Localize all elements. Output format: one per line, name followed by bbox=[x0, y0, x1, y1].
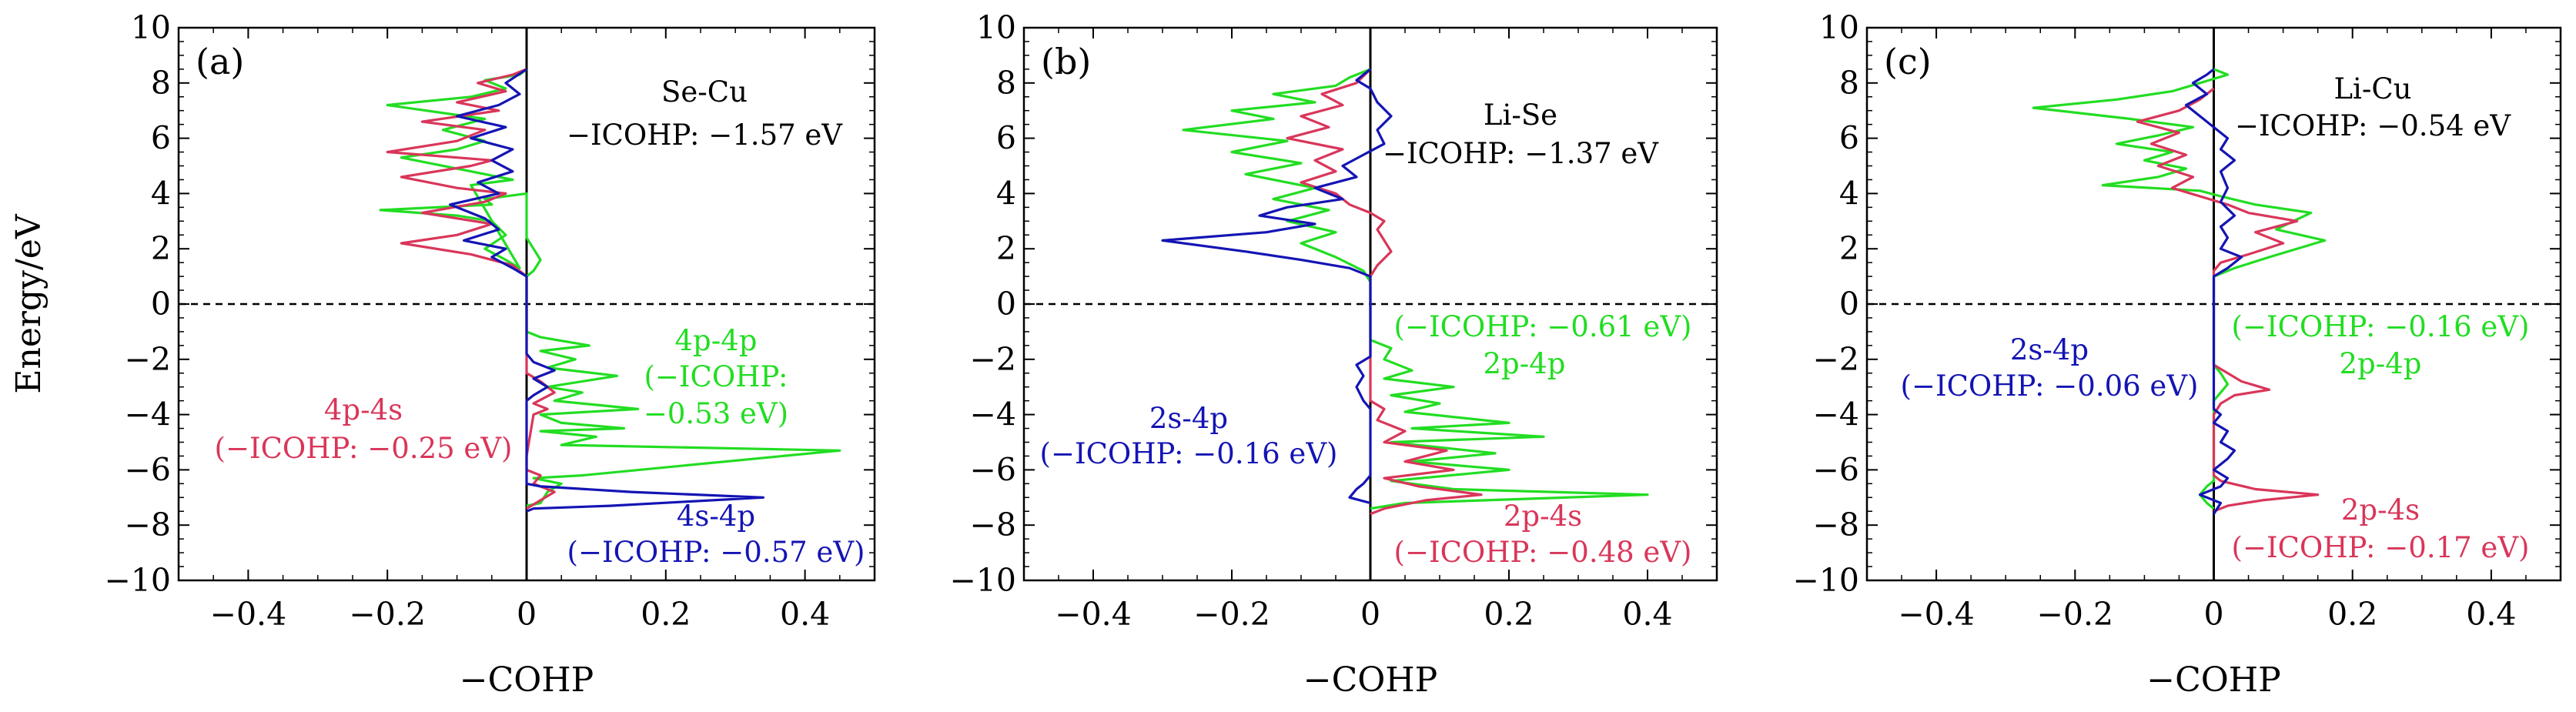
panel-a-label: (a) bbox=[196, 41, 244, 82]
panel-a-annotation: (−ICOHP: bbox=[644, 360, 788, 393]
panel-b-ytick-label: −8 bbox=[970, 506, 1016, 543]
panel-b-annotation: (−ICOHP: −0.48 eV) bbox=[1394, 536, 1692, 569]
panel-c-annotation: 2p-4p bbox=[2340, 347, 2422, 380]
panel-b-annotation: (−ICOHP: −0.61 eV) bbox=[1394, 310, 1692, 343]
panel-c-ytick-label: −2 bbox=[1813, 341, 1859, 378]
panel-a-annotation: (−ICOHP: −0.25 eV) bbox=[215, 432, 513, 465]
panel-a-ytick-label: 8 bbox=[151, 65, 171, 102]
panel-a-xlabel: −COHP bbox=[460, 660, 594, 700]
panel-b-xtick-label: 0.2 bbox=[1484, 596, 1534, 633]
panel-a-ytick-label: 10 bbox=[131, 9, 171, 46]
panel-c-annotation: 2s-4p bbox=[2010, 333, 2089, 366]
panel-b-ytick-label: −4 bbox=[970, 396, 1016, 433]
panel-c-xtick-label: 0.4 bbox=[2466, 596, 2516, 633]
panel-a-ytick-label: 4 bbox=[151, 175, 171, 212]
panel-b-ytick-label: −6 bbox=[970, 451, 1016, 488]
panel-c-xtick-label: 0 bbox=[2203, 596, 2223, 633]
panel-a-ytick-label: −8 bbox=[125, 506, 171, 543]
panel-c-xtick-label: −0.4 bbox=[1898, 596, 1975, 633]
panel-c-series-2p-4s bbox=[2136, 87, 2320, 513]
panel-c-xtick-label: 0.2 bbox=[2327, 596, 2377, 633]
panel-b-ytick-label: 10 bbox=[976, 9, 1016, 46]
panel-a-xtick-label: −0.4 bbox=[210, 596, 287, 633]
panel-b-ytick-label: 8 bbox=[996, 65, 1016, 102]
panel-c-series-2s-4p bbox=[2184, 68, 2243, 515]
panel-b-ytick-label: −2 bbox=[970, 341, 1016, 378]
panel-b-ytick-label: 4 bbox=[996, 175, 1016, 212]
panel-b-series-2s-4p bbox=[1161, 68, 1393, 505]
panel-c-annotation: (−ICOHP: −0.17 eV) bbox=[2232, 531, 2530, 564]
panel-c-ytick-label: 10 bbox=[1819, 9, 1859, 46]
panel-c-ytick-label: −10 bbox=[1792, 562, 1859, 599]
panel-a-xtick-label: 0.4 bbox=[780, 596, 830, 633]
panel-c-xlabel: −COHP bbox=[2146, 660, 2281, 700]
panel-c-ytick-label: 6 bbox=[1839, 120, 1859, 157]
panel-a-annotation: 4p-4s bbox=[324, 393, 403, 426]
panel-a-annotation: −ICOHP: −1.57 eV bbox=[567, 119, 843, 152]
panel-a-annotation: −0.53 eV) bbox=[644, 397, 788, 430]
panel-a-ytick-label: 2 bbox=[151, 230, 171, 267]
panel-c-xtick-label: −0.2 bbox=[2037, 596, 2114, 633]
panel-a-xtick-label: 0 bbox=[517, 596, 537, 633]
panel-b-ytick-label: 2 bbox=[996, 230, 1016, 267]
panel-a-xtick-label: −0.2 bbox=[349, 596, 426, 633]
panel-a-ytick-label: −2 bbox=[125, 341, 171, 378]
panel-c-ytick-label: 4 bbox=[1839, 175, 1859, 212]
panel-b-xlabel: −COHP bbox=[1303, 660, 1438, 700]
panel-a-ytick-label: 6 bbox=[151, 120, 171, 157]
panel-a-ytick-label: −10 bbox=[104, 562, 171, 599]
panel-c-ytick-label: −4 bbox=[1813, 396, 1859, 433]
panel-b-xtick-label: 0.4 bbox=[1622, 596, 1672, 633]
panel-b-annotation: (−ICOHP: −0.16 eV) bbox=[1040, 437, 1338, 470]
panel-c-ytick-label: 0 bbox=[1839, 286, 1859, 323]
panel-c-ytick-label: −6 bbox=[1813, 451, 1859, 488]
panel-c-ytick-label: 8 bbox=[1839, 65, 1859, 102]
panel-b-annotation: 2p-4s bbox=[1504, 500, 1582, 533]
panel-a-annotation: 4s-4p bbox=[677, 500, 755, 533]
panel-c-annotation: −ICOHP: −0.54 eV bbox=[2235, 109, 2511, 142]
panel-c-series-2p-4p bbox=[2032, 68, 2327, 510]
panel-a-annotation: Se-Cu bbox=[661, 75, 748, 109]
panel-b-annotation: 2p-4p bbox=[1484, 347, 1566, 380]
panel-c-ytick-label: −8 bbox=[1813, 506, 1859, 543]
panel-a-annotation: 4p-4p bbox=[675, 324, 758, 357]
panel-a-series-4s-4p bbox=[448, 68, 765, 513]
panel-a-annotation: (−ICOHP: −0.57 eV) bbox=[567, 536, 865, 569]
panel-c-annotation: Li-Cu bbox=[2333, 72, 2411, 105]
panel-c-annotation: (−ICOHP: −0.06 eV) bbox=[1901, 369, 2199, 403]
panel-c-annotation: 2p-4s bbox=[2341, 493, 2420, 526]
panel-b-xtick-label: 0 bbox=[1360, 596, 1380, 633]
panel-b-label: (b) bbox=[1041, 41, 1091, 82]
panel-b-annotation: 2s-4p bbox=[1149, 402, 1228, 435]
panel-a-ytick-label: 0 bbox=[151, 286, 171, 323]
panel-b-xtick-label: −0.2 bbox=[1193, 596, 1270, 633]
panel-c-label: (c) bbox=[1884, 41, 1932, 82]
panel-b-ytick-label: 0 bbox=[996, 286, 1016, 323]
panel-b-series-2p-4s bbox=[1286, 68, 1483, 516]
panel-a-xtick-label: 0.2 bbox=[641, 596, 691, 633]
panel-a-ylabel: Energy/eV bbox=[9, 213, 49, 393]
panel-c-ytick-label: 2 bbox=[1839, 230, 1859, 267]
panel-b-annotation: −ICOHP: −1.37 eV bbox=[1383, 137, 1659, 170]
panel-c-annotation: (−ICOHP: −0.16 eV) bbox=[2232, 310, 2530, 343]
panel-b-xtick-label: −0.4 bbox=[1055, 596, 1132, 633]
panel-b-ytick-label: 6 bbox=[996, 120, 1016, 157]
panel-a-series-4p-4p bbox=[379, 68, 841, 507]
panel-b-annotation: Li-Se bbox=[1484, 99, 1557, 132]
panel-b-ytick-label: −10 bbox=[949, 562, 1016, 599]
panel-a-ytick-label: −6 bbox=[125, 451, 171, 488]
panel-a-ytick-label: −4 bbox=[125, 396, 171, 433]
